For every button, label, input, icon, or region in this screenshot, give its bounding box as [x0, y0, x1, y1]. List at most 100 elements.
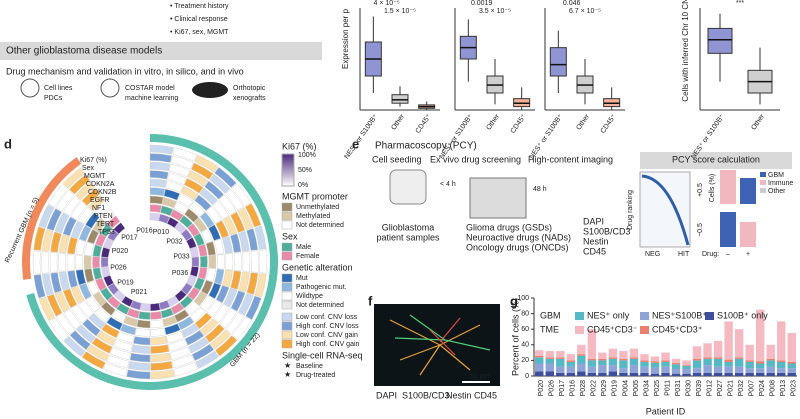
x-tick-label: P008: [770, 380, 777, 396]
ring-cell: [101, 247, 111, 258]
ring-cell: [131, 344, 151, 354]
p-value: 0.046: [563, 0, 581, 7]
ring-cell: [210, 329, 231, 350]
ring-cell: [75, 324, 96, 344]
bar-segment: [650, 367, 660, 374]
x-tick-label: P023: [791, 380, 798, 396]
x-tick-label: P007: [749, 380, 756, 396]
bar-segment: [545, 357, 554, 359]
legend-swatch: [281, 339, 293, 349]
ring-cell: [194, 312, 212, 329]
ring-cell: [103, 362, 128, 377]
bar-segment: [598, 358, 607, 361]
ring-cell: [62, 167, 85, 189]
legend-swatch: [281, 251, 293, 261]
legend-swatch: [575, 312, 584, 320]
bar-segment: [745, 368, 754, 373]
bar-segment: [598, 372, 607, 376]
bar-segment: [682, 365, 691, 366]
bar-segment: [577, 354, 586, 356]
micrograph: [374, 304, 500, 386]
bar-segment: [734, 329, 744, 358]
ring-cell: [191, 162, 214, 180]
ring-cell: [160, 205, 174, 216]
bar-segment: [724, 366, 733, 373]
ring-cell: [106, 316, 123, 331]
patient-label: P036: [172, 270, 188, 277]
bar-segment: [566, 361, 576, 367]
bar-segment: [619, 358, 628, 361]
ring-cell: [189, 201, 206, 217]
ring-cell: [63, 195, 81, 216]
bar-segment: [556, 357, 565, 359]
ring-cell: [94, 307, 111, 323]
bar-segment: [598, 365, 607, 373]
legend-label: Not determined: [296, 222, 344, 229]
ring-cell: [33, 274, 46, 299]
ring-cell: [205, 323, 225, 343]
model-label: COSTAR model: [125, 85, 175, 92]
panel-title: Pharmacoscopy (PCY): [375, 141, 477, 152]
ring-cell: [162, 197, 177, 209]
legend-label: Drug-treated: [296, 372, 335, 379]
ring-cell: [92, 256, 100, 269]
ring-cell: [215, 335, 238, 357]
bar-segment: [598, 352, 607, 359]
bar-segment: [629, 372, 639, 376]
ring-cell: [100, 208, 116, 223]
ring-cell: [188, 336, 210, 354]
ring-recurrent: [22, 157, 82, 280]
x-tick-label: Other: [575, 113, 591, 132]
p-value: 0.0019: [471, 0, 493, 7]
ring-cell: [206, 267, 216, 283]
bar-segment: [608, 348, 618, 358]
bar-segment: [777, 372, 786, 376]
ring-cell: [166, 331, 185, 344]
ring-cell: [158, 213, 170, 224]
ring-cell: [189, 246, 199, 258]
ring-cell: [41, 251, 50, 274]
x-tick-label: P029: [601, 380, 608, 396]
x-tick-label: P024: [759, 380, 766, 396]
ring-cell: [238, 271, 250, 293]
ring-cell: [225, 189, 244, 211]
x-tick-label: Other: [750, 113, 766, 132]
ring-cell: [116, 331, 135, 344]
ring-label: EGFR: [90, 197, 109, 204]
step-label: High-content imaging: [528, 154, 613, 164]
score-label: −0.5: [697, 223, 704, 237]
x-tick-label: P025: [654, 380, 661, 396]
ring-cell: [70, 201, 87, 221]
bar-segment: [787, 368, 796, 373]
ring-cell: [113, 222, 126, 235]
ring-cell: [170, 302, 185, 315]
ring-cell: [206, 206, 222, 224]
ring-cell: [83, 255, 92, 270]
legend-tick: 0%: [298, 182, 308, 189]
bar-segment: [755, 361, 765, 364]
ring-cell: [67, 236, 78, 255]
ring-cell: [184, 208, 199, 223]
ring-cell: [106, 354, 130, 369]
ring-cell: [69, 174, 90, 195]
ranking-curve: [641, 174, 690, 246]
bar-segment: [692, 372, 702, 376]
ring-cell: [95, 233, 107, 247]
ring-cell: [92, 291, 107, 307]
bar-segment: [545, 371, 554, 376]
ring-cell: [215, 285, 230, 304]
stain-label: S100B/CD3: [583, 226, 631, 236]
y-axis-label: Cells with inferred Chr 10 CNV loss: [681, 0, 690, 102]
time-label: 48 h: [533, 186, 547, 193]
bar-segment: [755, 372, 765, 376]
ring-cell: [86, 229, 99, 245]
ring-cell: [225, 253, 234, 271]
ring-cell: [222, 269, 233, 288]
legend-label: Pathogenic mut.: [296, 284, 347, 291]
ring-cell: [111, 309, 127, 323]
ring-cell: [206, 299, 223, 318]
legend-label: Immune: [768, 180, 793, 187]
y-axis-label: Percent of cells (%): [510, 298, 520, 376]
ring-cell: [63, 308, 82, 330]
bar-segment: [787, 363, 796, 369]
